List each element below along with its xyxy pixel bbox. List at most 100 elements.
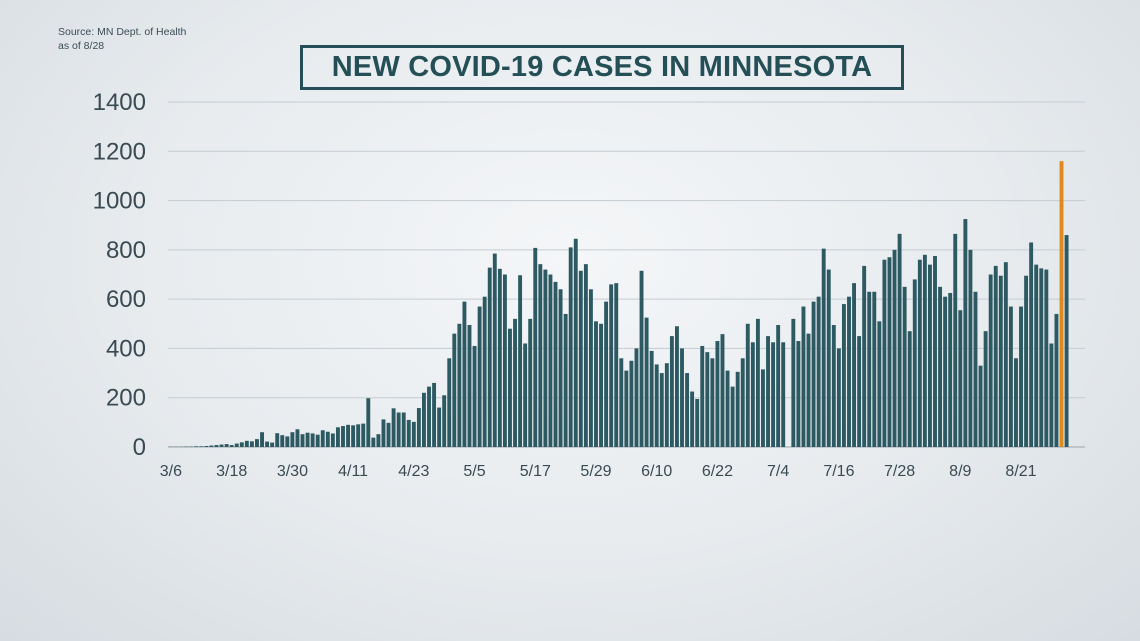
bar [325, 431, 330, 447]
y-axis: 0 200 400 600 800 1000 1200 1400 [93, 89, 146, 461]
bar [988, 274, 993, 447]
bar [315, 434, 320, 447]
bar [255, 439, 259, 447]
y-tick-label: 1400 [93, 89, 146, 116]
bar [907, 331, 912, 447]
bar [513, 318, 517, 447]
bar [609, 284, 614, 447]
bar [508, 328, 512, 447]
bar [548, 274, 553, 447]
bar [523, 343, 528, 447]
bar [629, 360, 634, 447]
bar [963, 219, 968, 447]
bar [335, 427, 340, 447]
bar [599, 323, 603, 447]
bar [730, 386, 735, 448]
bar [872, 291, 877, 447]
bar [933, 256, 937, 447]
bar [993, 265, 998, 448]
bar [978, 365, 983, 447]
as-of-line: as of 8/28 [58, 40, 105, 52]
bar [1024, 275, 1029, 447]
bar [826, 269, 831, 447]
bar [482, 296, 487, 447]
bar [902, 286, 907, 447]
bar [1014, 358, 1018, 447]
bar [887, 257, 892, 447]
bar [847, 296, 851, 447]
y-tick-label: 1200 [93, 138, 146, 165]
y-tick-label: 800 [106, 237, 146, 264]
bar [558, 289, 563, 447]
bar [578, 270, 583, 447]
bar [740, 358, 745, 447]
bar [265, 441, 270, 447]
bar [588, 289, 593, 447]
chart-title: NEW COVID-19 CASES IN MINNESOTA [331, 51, 873, 83]
bar [239, 442, 244, 447]
bar [968, 249, 973, 447]
bar [442, 395, 447, 447]
x-tick-label: 6/10 [641, 463, 672, 480]
bar [715, 341, 720, 447]
bar [467, 325, 472, 447]
bar [1008, 306, 1013, 447]
bar [553, 281, 558, 447]
bar [320, 430, 325, 447]
y-tick-label: 1000 [93, 188, 146, 215]
x-tick-label: 5/5 [463, 463, 485, 480]
bar [594, 321, 598, 447]
bar [973, 291, 978, 447]
bar [841, 304, 846, 447]
bar [634, 348, 639, 447]
bar [796, 341, 801, 447]
bar [396, 412, 401, 447]
bar [771, 342, 776, 447]
bar [654, 364, 659, 447]
bar [194, 446, 199, 447]
bar [487, 267, 492, 447]
bar [452, 333, 457, 447]
bar [341, 426, 345, 447]
bar [462, 301, 467, 447]
bar [649, 350, 654, 447]
x-tick-label: 7/4 [767, 463, 789, 480]
bar [234, 443, 239, 447]
x-tick-label: 8/21 [1005, 463, 1036, 480]
bar [376, 434, 381, 447]
bar [270, 442, 275, 447]
bar [725, 370, 730, 447]
bar [761, 369, 765, 448]
bar [938, 286, 943, 447]
bar [427, 386, 431, 448]
bar [821, 248, 826, 447]
bar [346, 424, 350, 447]
bar [1019, 306, 1023, 447]
y-tick-label: 200 [106, 385, 146, 412]
bar [356, 424, 361, 447]
bar [214, 445, 219, 447]
bar [290, 432, 295, 447]
bar [224, 444, 229, 447]
bar [497, 268, 502, 447]
bar [1054, 313, 1059, 447]
y-tick-label: 0 [133, 434, 146, 461]
bar [275, 433, 280, 447]
x-axis: 3/6 3/18 3/30 4/11 4/23 5/5 5/17 5/29 6/10 6/22 7/… [160, 463, 1037, 480]
bar [411, 421, 416, 447]
bar [892, 249, 897, 447]
bar [229, 445, 234, 447]
bar [543, 269, 548, 447]
bar [604, 301, 609, 447]
bar [852, 283, 856, 448]
bar [219, 444, 224, 447]
bar [831, 325, 836, 447]
bar [857, 336, 862, 447]
bar [867, 291, 872, 447]
x-tick-label: 4/11 [338, 463, 368, 480]
x-tick-label: 5/17 [520, 463, 551, 480]
bar [386, 422, 391, 447]
bar [710, 358, 715, 447]
gridlines [168, 101, 1085, 448]
